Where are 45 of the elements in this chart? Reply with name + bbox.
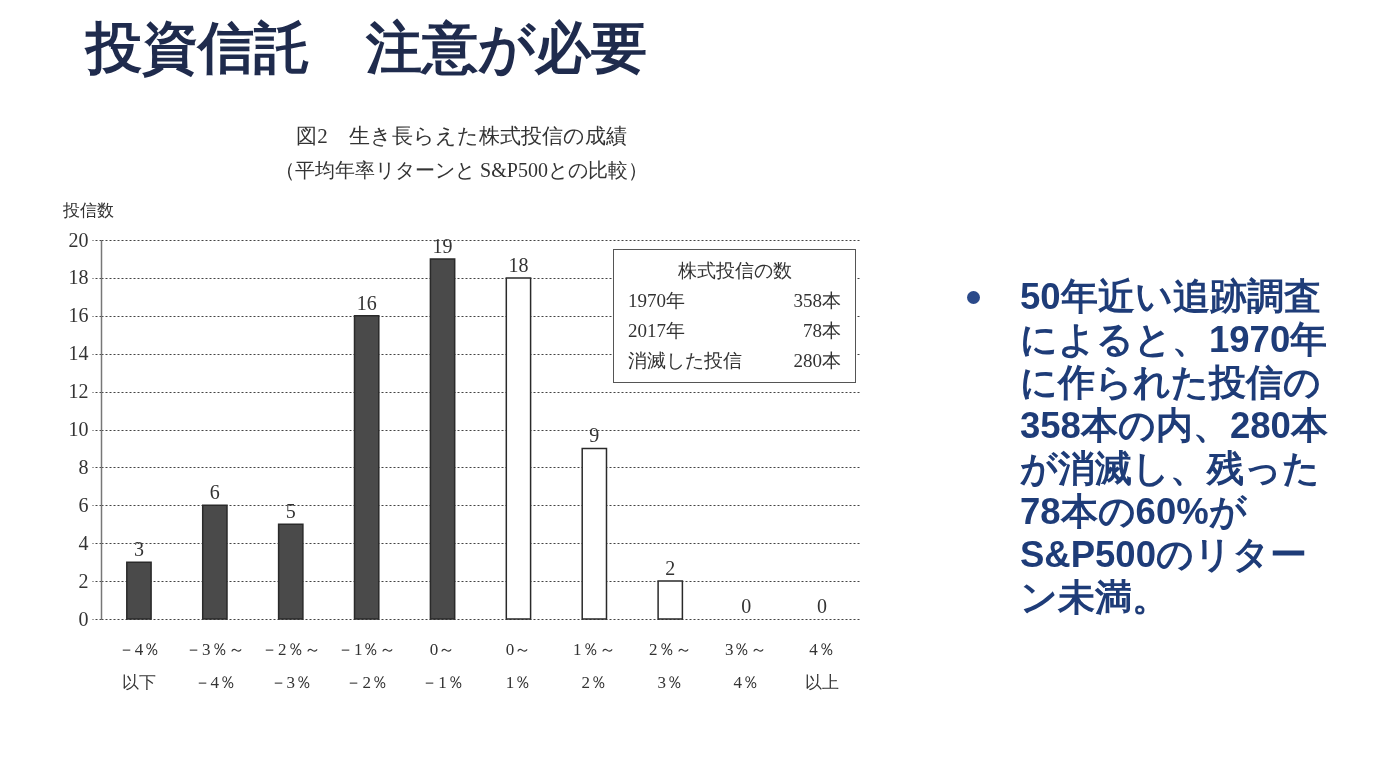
y-tick-label: 0	[78, 607, 89, 630]
text: 50年近い追跡調査によると、1970年に作られた投信の358本の内、280本が消滅し、残った78本の60%がS&P500のリターン未満。	[1020, 275, 1329, 619]
y-tick-label: 4	[78, 531, 89, 554]
chart-title: 投資信託 注意が必要	[86, 16, 647, 79]
data-label: 5	[285, 500, 296, 523]
x-tick-label: －1％～－2％	[336, 639, 397, 692]
bar	[657, 580, 684, 620]
data-label: 2	[665, 557, 676, 580]
x-tick-label: 1％～2％	[573, 639, 616, 692]
x-tick-label: 0～1％	[505, 639, 532, 692]
data-label: 18	[508, 253, 529, 276]
y-tick-label: 16	[68, 304, 89, 327]
y-tick-label: 14	[68, 342, 89, 365]
data-label: 6	[209, 481, 220, 504]
bar	[201, 504, 228, 620]
x-tick-label: 4％以上	[805, 639, 840, 692]
data-label: 0	[817, 595, 828, 617]
bar	[581, 447, 608, 620]
annotation: 株式投信の数	[676, 259, 793, 283]
data-label: 3	[133, 538, 144, 561]
bar	[505, 277, 532, 620]
y-tick-label: 18	[68, 266, 89, 289]
x-tick-label: 0～－1％	[421, 639, 464, 692]
data-label: 0	[741, 595, 752, 617]
chart-subtitle: 図2 生き長らえた株式投信の成績	[296, 124, 627, 148]
y-tick-label: 2	[78, 569, 89, 592]
x-tick-label: －3％～－4％	[185, 639, 245, 692]
x-tick-label: 2％～3％	[649, 639, 692, 692]
data-label: 9	[589, 424, 600, 447]
y-tick-label: 12	[68, 380, 89, 403]
y-tick-label: 6	[78, 493, 89, 516]
y-tick-label: 8	[78, 455, 89, 478]
x-tick-label: －4％以下	[117, 639, 161, 692]
data-label: 16	[356, 291, 377, 314]
bar	[126, 561, 152, 620]
x-tick-label: －2％～－3％	[261, 639, 321, 692]
data-label: 19	[432, 234, 453, 257]
y-axis-title: 投信数	[61, 200, 114, 220]
y-tick-label: 10	[68, 418, 89, 440]
note-frame: 株式投信の数 1970年 358本 2017年 78本 消滅した投信 280本	[613, 249, 856, 383]
bar	[353, 315, 380, 620]
bar	[277, 523, 304, 620]
text: （平均年率リターンと S&P500との比較）	[275, 159, 648, 181]
x-tick-label: 3％～4％	[724, 639, 768, 692]
y-tick-label: 20	[68, 228, 89, 251]
